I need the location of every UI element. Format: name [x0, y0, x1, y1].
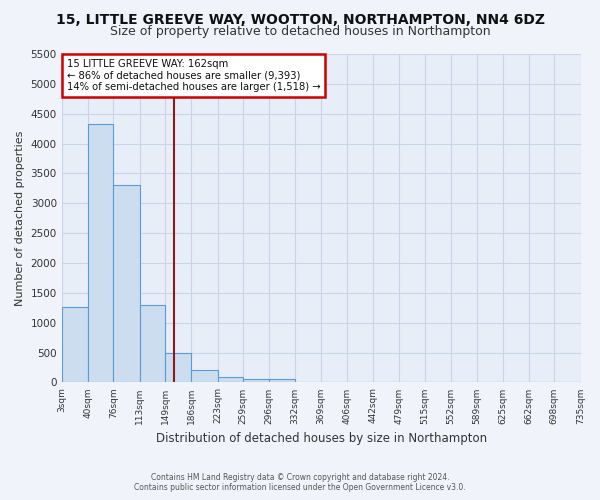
X-axis label: Distribution of detached houses by size in Northampton: Distribution of detached houses by size … [155, 432, 487, 445]
Bar [269, 379, 295, 382]
Bar [165, 353, 191, 382]
Bar [62, 307, 88, 382]
Text: Contains HM Land Registry data © Crown copyright and database right 2024.
Contai: Contains HM Land Registry data © Crown c… [134, 473, 466, 492]
Bar [243, 379, 269, 382]
Text: Size of property relative to detached houses in Northampton: Size of property relative to detached ho… [110, 25, 490, 38]
Bar [88, 124, 113, 382]
Bar [113, 186, 140, 382]
Y-axis label: Number of detached properties: Number of detached properties [15, 130, 25, 306]
Text: 15, LITTLE GREEVE WAY, WOOTTON, NORTHAMPTON, NN4 6DZ: 15, LITTLE GREEVE WAY, WOOTTON, NORTHAMP… [56, 12, 545, 26]
Bar [218, 377, 243, 382]
Bar [140, 306, 165, 382]
Text: 15 LITTLE GREEVE WAY: 162sqm
← 86% of detached houses are smaller (9,393)
14% of: 15 LITTLE GREEVE WAY: 162sqm ← 86% of de… [67, 59, 320, 92]
Bar [191, 370, 218, 382]
